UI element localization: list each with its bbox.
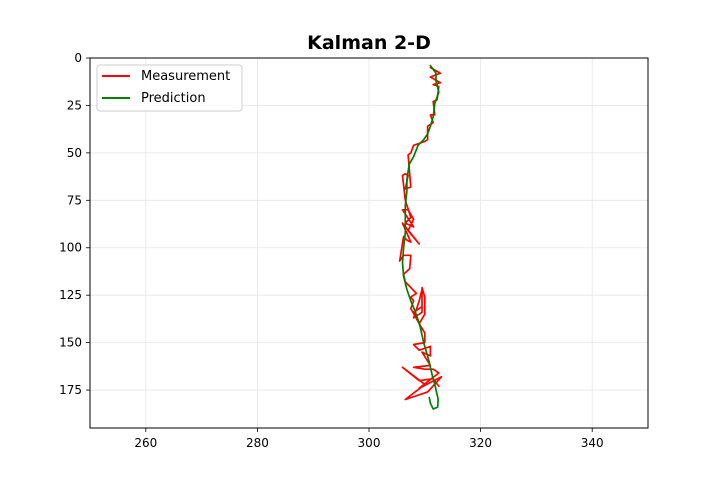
- y-tick-label: 150: [59, 336, 82, 350]
- x-tick-label: 280: [246, 436, 269, 450]
- legend-box: [96, 64, 243, 112]
- prediction-series-line: [401, 64, 440, 410]
- y-tick-label: 0: [74, 51, 82, 65]
- measurement-series-line: [398, 66, 443, 401]
- y-tick-label: 75: [67, 193, 82, 207]
- x-tick-label: 320: [469, 436, 492, 450]
- grid: [90, 57, 648, 428]
- y-tick-label: 50: [67, 146, 82, 160]
- legend-label-measurement: Measurement: [141, 69, 230, 84]
- x-tick-label: 340: [581, 436, 604, 450]
- y-tick-label: 125: [59, 288, 82, 302]
- axes: 260 280 300 320 340 0 25 50 75 100 125 150 175: [59, 51, 604, 450]
- chart-title: Kalman 2-D: [307, 32, 431, 54]
- legend: Measurement Prediction: [96, 64, 243, 112]
- legend-label-prediction: Prediction: [141, 91, 206, 106]
- y-tick-label: 100: [59, 241, 82, 255]
- x-tick-label: 260: [134, 436, 157, 450]
- x-tick-label: 300: [358, 436, 381, 450]
- plot-series: [398, 64, 443, 410]
- y-tick-label: 25: [67, 98, 82, 112]
- y-tick-label: 175: [59, 383, 82, 397]
